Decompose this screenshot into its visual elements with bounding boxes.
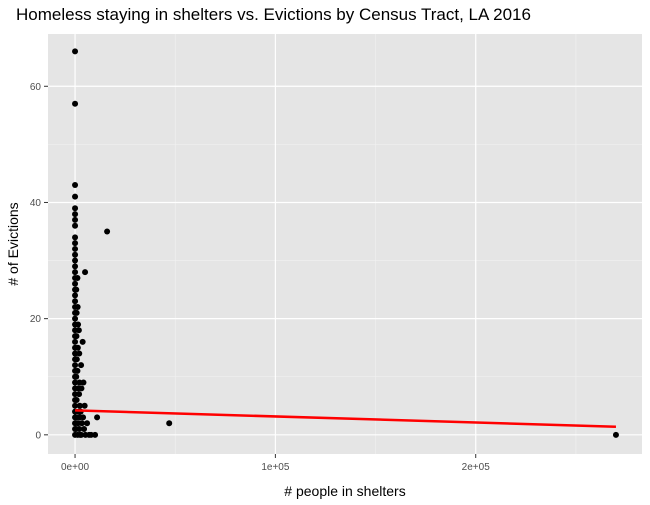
data-point (78, 362, 85, 369)
data-point (72, 338, 79, 345)
data-point (72, 280, 79, 287)
data-point (73, 373, 80, 380)
data-point (76, 426, 83, 433)
data-point (72, 193, 79, 200)
data-point (76, 391, 83, 398)
data-point (80, 379, 87, 386)
data-point (73, 356, 80, 363)
axes: 0e+00 1e+05 2e+05 0 20 40 60 (30, 82, 490, 473)
data-point (72, 182, 79, 189)
data-point (84, 420, 91, 427)
data-points (72, 48, 619, 438)
data-point (81, 426, 88, 433)
data-point (74, 344, 81, 351)
gridlines (48, 34, 642, 454)
data-point (72, 315, 79, 322)
data-point (72, 257, 79, 264)
data-point (76, 350, 83, 357)
data-point (166, 420, 173, 427)
data-point (72, 216, 79, 223)
data-point (75, 321, 82, 328)
data-point (72, 251, 79, 258)
data-point (104, 228, 111, 235)
data-point (72, 245, 79, 252)
data-point (82, 269, 89, 276)
data-point (72, 205, 79, 212)
data-point (72, 298, 79, 305)
data-point (72, 240, 79, 247)
data-point (612, 431, 619, 438)
data-point (72, 48, 79, 55)
data-point (73, 333, 80, 340)
data-point (76, 402, 83, 409)
data-point (72, 379, 79, 386)
data-point (72, 402, 79, 409)
y-tick-label: 0 (35, 430, 41, 441)
trend-line-group (75, 409, 616, 428)
data-point (72, 222, 79, 229)
data-point (73, 286, 80, 293)
y-tick-label: 20 (30, 314, 42, 325)
data-point (73, 396, 80, 403)
data-point (73, 309, 80, 316)
data-point (74, 274, 81, 281)
data-point (72, 234, 79, 241)
y-tick-label: 60 (30, 82, 42, 93)
data-point (78, 420, 85, 427)
trend-line (75, 409, 616, 428)
data-point (80, 414, 87, 421)
data-point (74, 304, 81, 311)
data-point (72, 100, 79, 107)
x-tick-label: 1e+05 (261, 462, 290, 473)
x-axis-label: # people in shelters (284, 483, 405, 499)
data-point (72, 292, 79, 299)
data-point (92, 431, 99, 438)
data-point (72, 263, 79, 270)
data-point (78, 385, 85, 392)
data-point (79, 338, 86, 345)
data-point (94, 414, 101, 421)
data-point (72, 269, 79, 276)
data-point (74, 367, 81, 374)
data-point (72, 350, 79, 357)
data-point (72, 362, 79, 369)
x-tick-label: 2e+05 (462, 462, 491, 473)
chart-title: Homeless staying in shelters vs. Evictio… (16, 5, 531, 24)
data-point (78, 431, 85, 438)
data-point (75, 327, 82, 334)
data-point (81, 402, 88, 409)
y-axis-label: # of Evictions (5, 202, 21, 285)
data-point (72, 211, 79, 218)
x-tick-label: 0e+00 (61, 462, 90, 473)
plot-panel (48, 34, 642, 454)
y-tick-label: 40 (30, 198, 42, 209)
